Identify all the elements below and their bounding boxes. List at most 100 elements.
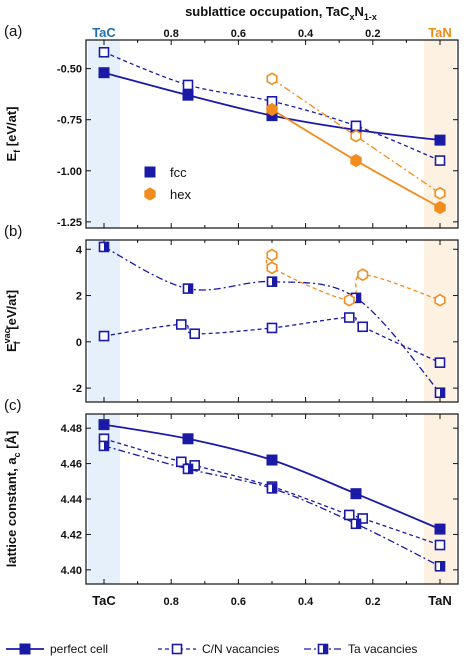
data-point-fill (188, 284, 193, 294)
y-axis-title-rest: [eV/at] (4, 106, 19, 149)
tan-band (424, 414, 456, 584)
y-axis-title-sub: f (12, 340, 22, 344)
bottom-tick-label: 0.6 (231, 596, 246, 608)
data-point-shape (434, 200, 446, 215)
y-tick-label: 4.44 (61, 494, 83, 506)
data-point-fill (272, 483, 277, 493)
data-point (343, 509, 355, 521)
data-point-shape (98, 419, 110, 431)
y-axis-title-sub: f (12, 149, 22, 153)
y-tick-label: -2 (72, 383, 82, 395)
y-axis-title-main: lattice constant, a (4, 457, 19, 568)
series-line (103, 423, 441, 530)
data-point-shape (266, 248, 278, 262)
y-axis-title-rest: [eV/at] (4, 290, 19, 333)
data-point (182, 79, 194, 91)
data-point-shape (266, 72, 278, 86)
y-tick-label: 2 (76, 291, 82, 303)
data-point (266, 276, 278, 287)
data-point (434, 387, 446, 399)
data-point (357, 513, 369, 524)
data-point-shape (350, 120, 362, 132)
data-point-shape (357, 268, 369, 282)
data-point-shape (182, 433, 194, 445)
data-point-shape (434, 134, 446, 146)
data-point (434, 155, 446, 166)
bottom-tick-label: TaC (92, 593, 116, 608)
data-point-shape (266, 322, 278, 334)
data-point-shape (343, 312, 355, 323)
tan-band (424, 240, 456, 402)
legend-label: Ta vacancies (348, 642, 417, 656)
data-point-fill (356, 293, 361, 303)
bottom-axis: TaC 0.8 0.6 0.4 0.2 TaN (92, 593, 452, 608)
data-point-shape (98, 46, 110, 58)
data-point (434, 186, 446, 200)
panel-1: 4 2 0 -2 (b) Evacf [eV/at] (2, 223, 459, 403)
data-point-shape (434, 293, 446, 307)
data-point (266, 72, 278, 86)
data-point (434, 293, 446, 307)
data-point-shape (350, 153, 362, 168)
y-tick-label: 0 (76, 337, 82, 349)
legend-label: perfect cell (50, 642, 108, 656)
y-tick-label: 4.40 (61, 565, 82, 577)
top-axis-title: sublattice occupation, TaCxN1-x (185, 4, 377, 22)
data-point (350, 488, 362, 500)
data-point (434, 560, 446, 572)
top-axis-title-sub2: 1-x (364, 12, 377, 22)
data-point (266, 483, 278, 494)
data-point-shape (434, 357, 446, 368)
data-point (350, 120, 362, 132)
panel-frame (85, 413, 459, 585)
series-line (103, 246, 441, 394)
y-axis-title-main: E (4, 343, 19, 352)
y-tick-label: 4 (76, 244, 83, 256)
y-tick-label: -1.25 (57, 217, 82, 229)
data-point (434, 539, 446, 551)
data-point-shape (350, 129, 362, 143)
data-point (266, 454, 278, 466)
data-point (175, 319, 187, 330)
data-point (98, 67, 110, 79)
y-tick-label: 4.46 (61, 459, 82, 471)
data-point-fill (104, 441, 109, 451)
data-point (266, 322, 278, 334)
data-point-shape (98, 67, 110, 79)
legend-marker (19, 643, 31, 655)
y-tick-label: 4.48 (61, 423, 82, 435)
data-point-shape (98, 330, 110, 342)
data-point (266, 102, 278, 117)
data-point-shape (357, 321, 369, 333)
data-point-shape (357, 513, 369, 524)
data-point (350, 518, 362, 530)
data-point (343, 293, 355, 307)
legend-label: hex (170, 187, 191, 202)
top-axis: 0.8 0.6 0.4 0.2 TaC TaN (92, 25, 452, 40)
top-axis-title-main: sublattice occupation, TaC (185, 4, 350, 19)
data-point (343, 312, 355, 323)
legend-marker (171, 643, 183, 655)
data-point (434, 523, 446, 535)
data-point-shape (434, 155, 446, 166)
legend-marker-fcc-shape (144, 166, 156, 178)
data-point (175, 456, 187, 468)
data-point-shape (182, 79, 194, 91)
y-axis-title-rest: [Å] (4, 431, 19, 453)
data-point (434, 357, 446, 368)
top-end-label-tac: TaC (92, 25, 116, 40)
data-point-shape (434, 539, 446, 551)
top-tick-label: 0.4 (298, 28, 314, 40)
data-point (98, 330, 110, 342)
bottom-tick-label: TaN (428, 593, 452, 608)
panel-frame (85, 39, 459, 229)
data-point (98, 419, 110, 431)
data-point (182, 89, 194, 101)
legend-marker (317, 643, 329, 655)
series-line (103, 445, 441, 567)
data-point (350, 129, 362, 143)
data-point (98, 46, 110, 58)
data-point (357, 321, 369, 333)
legend-label: fcc (170, 165, 187, 180)
